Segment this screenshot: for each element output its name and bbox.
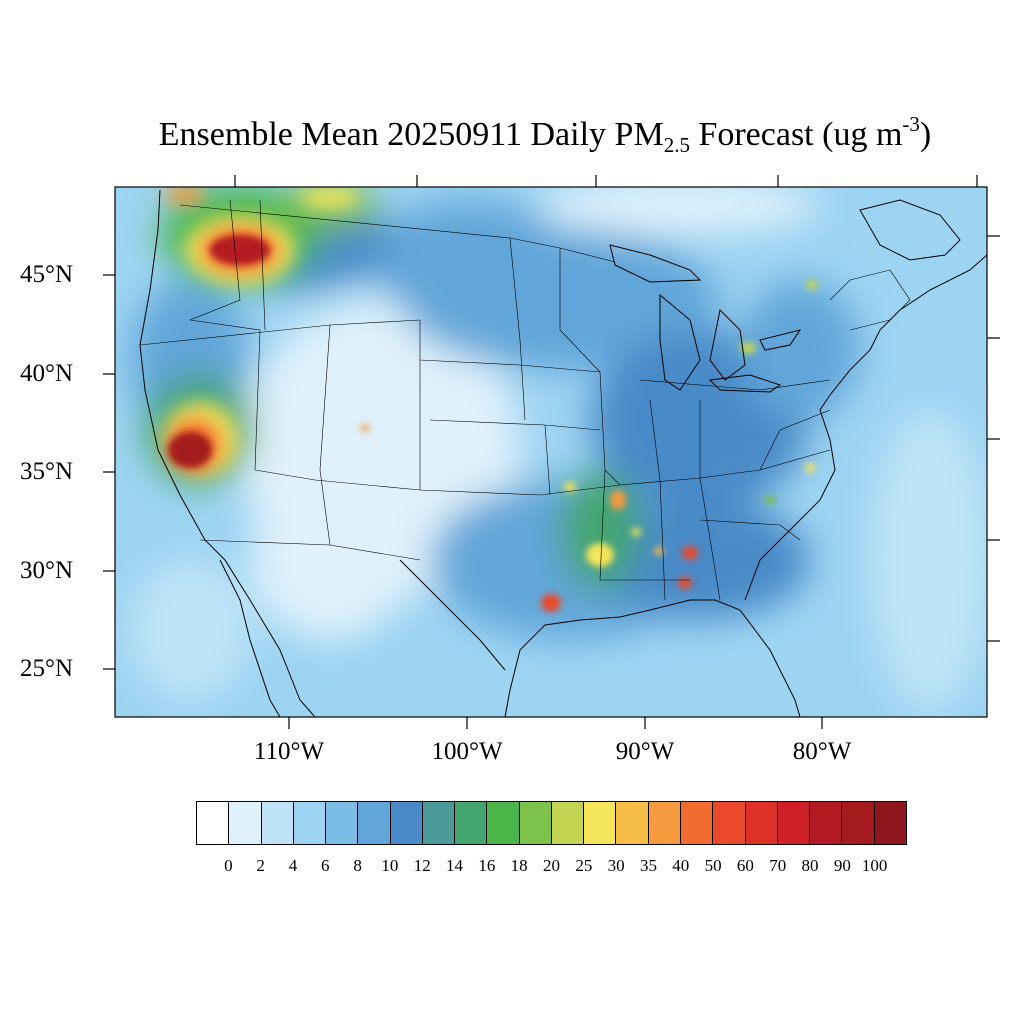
coastlines	[139, 189, 987, 717]
hotspots	[168, 235, 818, 612]
ticks	[103, 175, 1000, 729]
colorbar-box	[519, 802, 552, 844]
colorbar-box	[390, 802, 423, 844]
colorbar-box	[874, 802, 906, 844]
lon-label-100w: 100°W	[431, 738, 503, 765]
colorbar-label: 0	[224, 856, 233, 875]
colorbar-box	[551, 802, 585, 844]
state-boundaries	[139, 199, 911, 601]
colorbar-label: 16	[478, 856, 496, 875]
colorbar-box	[455, 802, 488, 844]
colorbar-box	[745, 802, 778, 844]
colorbar-label: 25	[575, 856, 593, 875]
colorbar-box	[487, 802, 520, 844]
colorbar-box	[584, 802, 617, 844]
colorbar-label: 60	[736, 856, 754, 875]
colorbar-box	[197, 802, 230, 844]
colorbar-label: 40	[672, 856, 690, 875]
colorbar-label: 35	[639, 856, 657, 875]
colorbar-label: 90	[833, 856, 851, 875]
colorbar-box	[680, 802, 714, 844]
regional-fields	[130, 187, 987, 710]
map-frame	[114, 186, 988, 718]
colorbar-label: 12	[413, 856, 431, 875]
lon-label-110w: 110°W	[253, 738, 325, 765]
colorbar-label: 100	[861, 856, 888, 875]
concentration-field	[115, 187, 987, 717]
colorbar-label: 70	[769, 856, 787, 875]
lon-label-90w: 90°W	[615, 738, 675, 765]
colorbar	[196, 801, 907, 845]
colorbar-box	[777, 802, 811, 844]
colorbar-label: 18	[510, 856, 528, 875]
colorbar-box	[648, 802, 681, 844]
lat-label-45n: 45°N	[20, 261, 74, 288]
colorbar-box	[229, 802, 262, 844]
colorbar-box	[810, 802, 843, 844]
colorbar-box	[261, 802, 294, 844]
colorbar-label: 8	[353, 856, 362, 875]
colorbar-box	[326, 802, 359, 844]
lat-label-40n: 40°N	[20, 360, 74, 387]
colorbar-box	[842, 802, 875, 844]
chart-title: Ensemble Mean 20250911 Daily PM2.5 Forec…	[158, 112, 932, 157]
colorbar-label: 14	[446, 856, 464, 875]
colorbar-box	[713, 802, 746, 844]
lat-label-35n: 35°N	[20, 458, 74, 485]
colorbar-label: 2	[256, 856, 265, 875]
colorbar-label: 80	[801, 856, 819, 875]
colorbar-label: 6	[321, 856, 330, 875]
colorbar-box	[293, 802, 327, 844]
colorbar-label: 4	[288, 856, 298, 875]
colorbar-label: 50	[704, 856, 722, 875]
lat-label-30n: 30°N	[20, 557, 74, 584]
colorbar-box	[358, 802, 391, 844]
lat-label-25n: 25°N	[20, 655, 74, 682]
colorbar-box	[616, 802, 649, 844]
colorbar-box	[422, 802, 456, 844]
colorbar-label: 30	[607, 856, 625, 875]
lon-label-80w: 80°W	[792, 738, 852, 765]
colorbar-label: 20	[543, 856, 560, 875]
colorbar-label: 10	[381, 856, 399, 875]
